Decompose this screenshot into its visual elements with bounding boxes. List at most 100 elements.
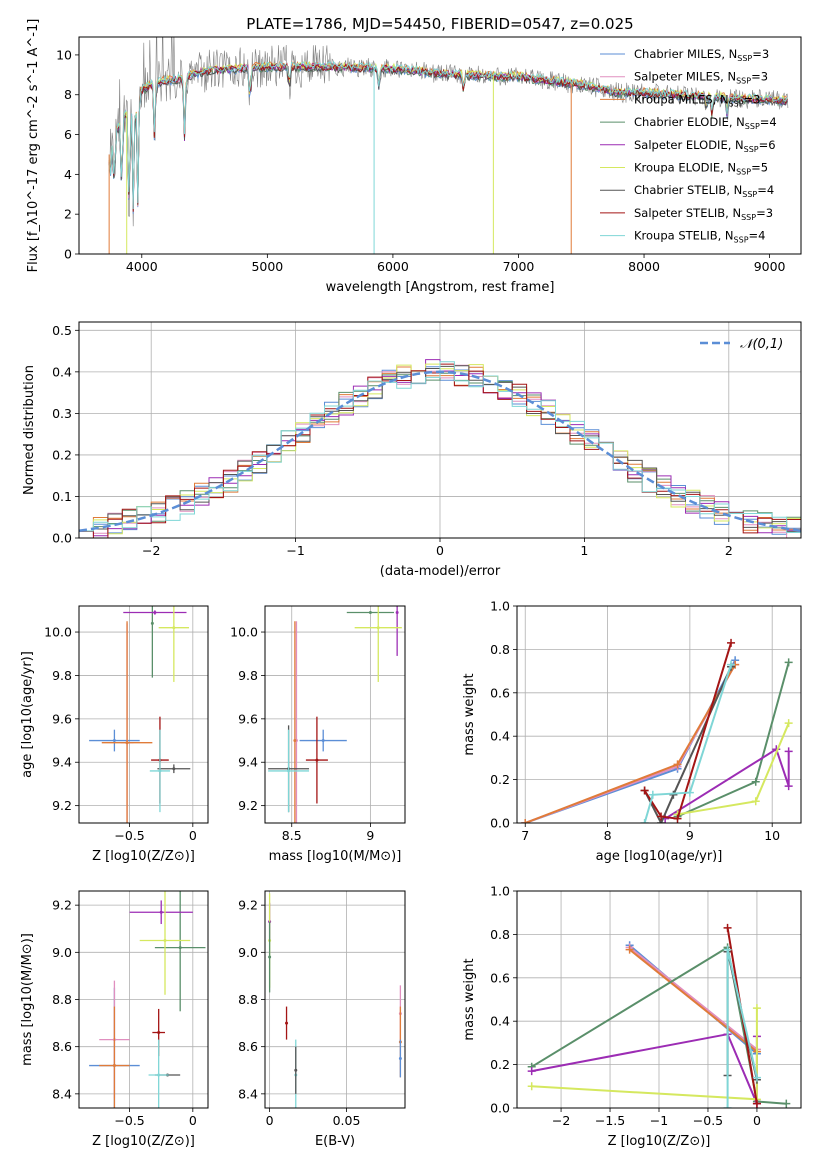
legend-label: Kroupa STELIB, NSSP=4 — [634, 229, 765, 245]
panel-mass_vs_Z: −0.5 0 8.4 8.6 8.8 9.0 9.2 Z [log10(Z/Z⊙)] mass … — [20, 890, 209, 1149]
y-tick-label: 0.6 — [490, 685, 510, 700]
y-tick-label: 9.0 — [52, 945, 72, 960]
weight-marker — [727, 638, 736, 647]
legend-value: =6 — [759, 138, 776, 152]
panel-residuals: −2 −1 0 1 2 0.0 0.1 0.2 0.3 0.4 0.5 (data-model)/er… — [22, 321, 802, 579]
y-axis-label: mass weight — [462, 958, 477, 1040]
y-tick-label: 9.8 — [238, 668, 258, 683]
x-tick-label: 0 — [436, 543, 444, 558]
y-tick-label: 9.2 — [238, 898, 258, 913]
y-tick-label: 0.3 — [52, 406, 72, 421]
data-point — [294, 1068, 298, 1072]
weight-marker — [782, 1099, 791, 1108]
panel-mass_vs_ebv: 0 0.05 8.4 8.6 8.8 9.0 9.2 E(B-V) — [238, 890, 406, 1149]
plot-area-age_vs_Z — [89, 606, 191, 823]
y-tick-label: 8.4 — [52, 1086, 72, 1101]
y-tick-label: 4 — [64, 167, 72, 182]
x-tick-label: 10 — [764, 828, 780, 843]
axes-frame — [78, 36, 802, 255]
legend-subscript: SSP — [745, 122, 760, 131]
x-tick-label: 7000 — [503, 259, 535, 274]
legend-label: Chabrier ELODIE, NSSP=4 — [634, 115, 777, 131]
data-point — [158, 769, 162, 773]
weight-marker — [751, 797, 760, 806]
data-point — [287, 769, 291, 773]
x-axis-label: age [log10(age/yr)] — [596, 849, 723, 864]
x-tick-label: 0 — [266, 1113, 274, 1128]
x-tick-label: −1 — [286, 543, 304, 558]
weight-marker — [648, 790, 657, 799]
legend-subscript: SSP — [741, 213, 756, 222]
legend-subscript: SSP — [736, 77, 751, 86]
legend-label: Salpeter ELODIE, NSSP=6 — [634, 138, 776, 154]
y-tick-label: 0.8 — [490, 642, 510, 657]
y-tick-label: 9.2 — [238, 798, 258, 813]
x-tick-label: 8000 — [628, 259, 660, 274]
y-tick-label: 0.0 — [490, 816, 510, 831]
x-tick-label: 0 — [189, 828, 197, 843]
weight-marker — [527, 1082, 536, 1091]
normal-reference-curve — [79, 370, 801, 532]
data-point — [125, 741, 129, 745]
plot-area-mass_vs_ebv — [268, 893, 402, 1108]
data-point — [163, 939, 167, 943]
y-tick-label: 9.6 — [52, 711, 72, 726]
legend-label: 𝒩(0,1) — [740, 337, 783, 352]
x-axis-label: Z [log10(Z/Z⊙)] — [92, 1134, 195, 1149]
panel-spectrum: 4000 5000 6000 7000 8000 9000 0 2 4 6 8 10 wavelengt… — [26, 19, 802, 295]
legend-subscript: SSP — [729, 99, 744, 108]
legend-value: =3 — [744, 92, 761, 106]
weight-line-salpeter-miles — [524, 664, 736, 823]
x-axis-label: (data-model)/error — [380, 564, 501, 579]
x-tick-label: 9000 — [754, 259, 786, 274]
x-axis-label: wavelength [Angstrom, rest frame] — [326, 280, 555, 295]
y-tick-label: 6 — [64, 127, 72, 142]
plot-area-weight_vs_Z — [527, 923, 791, 1108]
weight-marker — [640, 819, 649, 823]
data-point — [321, 739, 325, 743]
weight-marker — [625, 945, 634, 954]
weight-marker — [723, 945, 732, 954]
x-axis-label: mass [log10(M/M⊙)] — [269, 849, 402, 864]
weight-line-chabrier-miles — [524, 659, 736, 823]
y-tick-label: 10 — [56, 47, 72, 62]
weight-line-chabrier-elodie — [531, 945, 787, 1105]
data-point — [368, 611, 372, 615]
data-point — [376, 626, 380, 630]
y-tick-label: 0.6 — [490, 970, 510, 985]
y-tick-label: 10.0 — [44, 625, 72, 640]
legend-label: Salpeter MILES, NSSP=3 — [634, 70, 768, 86]
legend-subscript: SSP — [737, 54, 752, 63]
plot-area-residuals — [79, 359, 801, 538]
legend-subscript: SSP — [742, 190, 757, 199]
y-axis-label: mass [log10(M/M⊙)] — [20, 933, 35, 1066]
weight-marker — [521, 819, 530, 823]
panel-age_vs_Z: −0.5 0 9.2 9.4 9.6 9.8 10.0 Z [log10(Z/Z⊙)] age … — [20, 605, 209, 864]
model-spectrum-salpeter-stelib — [108, 62, 788, 212]
panels: 4000 5000 6000 7000 8000 90000246810wavelengt… — [20, 19, 802, 1149]
x-tick-label: 5000 — [251, 259, 283, 274]
y-tick-label: 0.8 — [490, 927, 510, 942]
y-tick-label: 9.6 — [238, 711, 258, 726]
data-point — [159, 910, 163, 914]
x-tick-label: −2 — [552, 1113, 570, 1128]
y-tick-label: 0.1 — [52, 489, 72, 504]
y-tick-label: 9.8 — [52, 668, 72, 683]
data-point — [157, 1073, 161, 1077]
legend-value: =3 — [751, 70, 768, 84]
y-tick-label: 0.4 — [490, 729, 510, 744]
panel-age_vs_mass: 8.5 9 9.2 9.4 9.6 9.8 10.0 mass [log10(M/M⊙)] — [230, 605, 406, 864]
x-axis-label: Z [log10(Z/Z⊙)] — [92, 849, 195, 864]
data-point — [112, 739, 116, 743]
x-tick-label: 6000 — [377, 259, 409, 274]
weight-line-salpeter-stelib — [643, 642, 732, 820]
y-tick-label: 0.2 — [490, 772, 510, 787]
x-tick-label: −2 — [142, 543, 160, 558]
y-tick-label: 8 — [64, 87, 72, 102]
weight-marker — [784, 658, 793, 667]
y-tick-label: 0.4 — [52, 364, 72, 379]
y-tick-label: 10.0 — [230, 625, 258, 640]
y-tick-label: 0.0 — [52, 531, 72, 546]
y-tick-label: 9.2 — [52, 898, 72, 913]
legend-label: Kroupa MILES, NSSP=3 — [634, 92, 760, 108]
